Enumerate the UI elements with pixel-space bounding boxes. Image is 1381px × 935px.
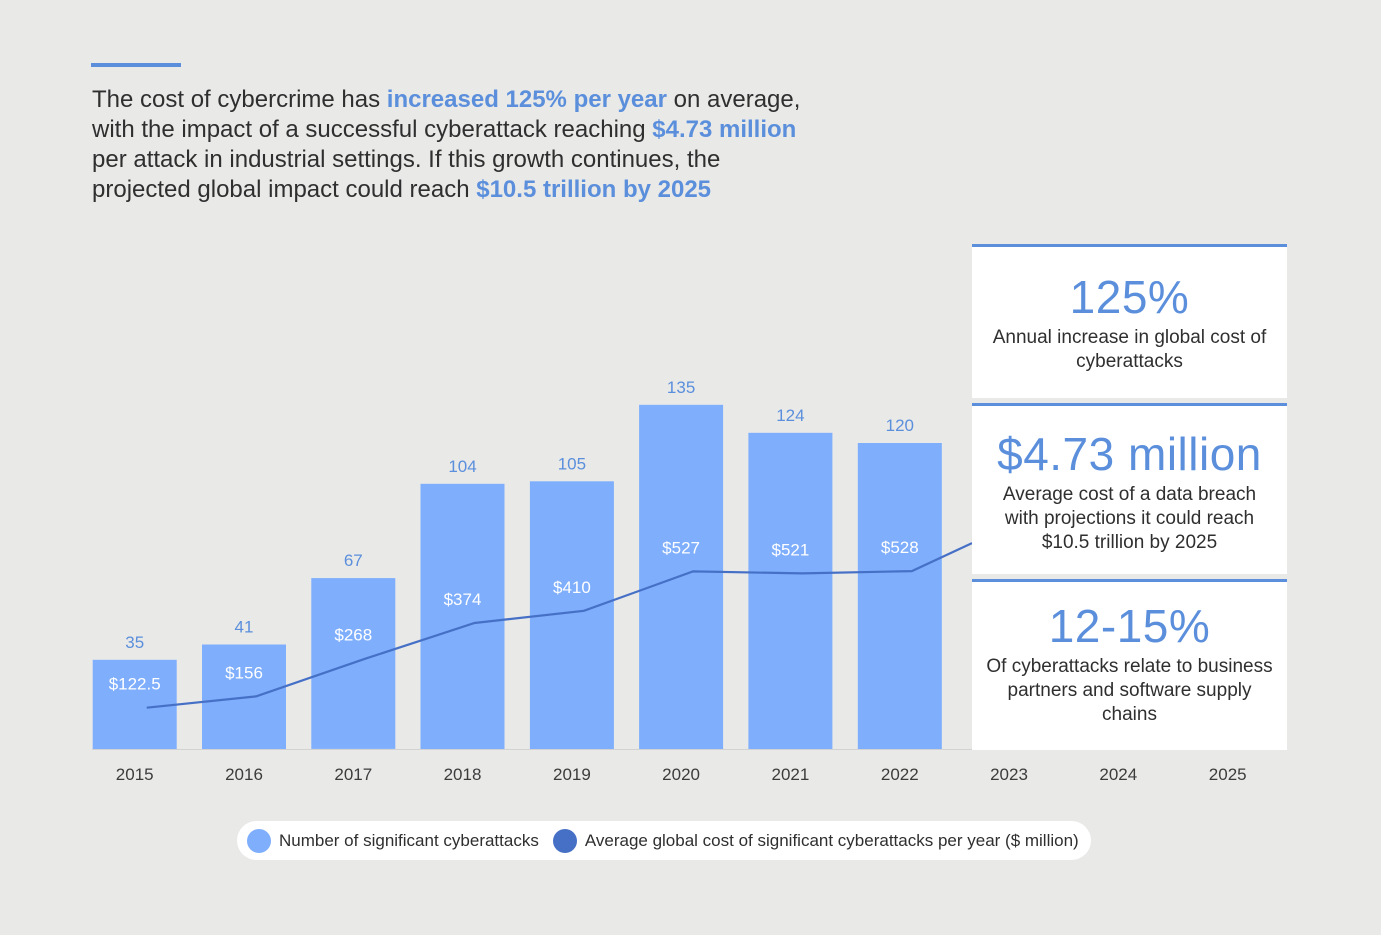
line-value-label: $527 — [662, 538, 700, 557]
stat-panel-average-cost: $4.73 million Average cost of a data bre… — [972, 403, 1287, 574]
legend-item-cost: Average global cost of significant cyber… — [552, 828, 1079, 853]
intro-paragraph: The cost of cybercrime has increased 125… — [92, 85, 812, 205]
accent-rule — [91, 63, 181, 67]
bar-2022 — [857, 443, 942, 749]
intro-highlight: $4.73 million — [652, 116, 797, 143]
bar-value-label: 35 — [125, 633, 144, 652]
bar-2015 — [92, 659, 177, 750]
cost-line — [146, 542, 973, 709]
stat-label: Of cyberattacks relate to business partn… — [986, 656, 1273, 725]
x-tick-label: 2021 — [771, 765, 809, 784]
x-tick-label: 2023 — [990, 765, 1028, 784]
legend-label: Number of significant cyberattacks — [279, 830, 539, 850]
line-value-label: $521 — [771, 540, 809, 559]
line-value-label: $374 — [444, 590, 482, 609]
x-tick-label: 2019 — [553, 765, 591, 784]
legend-label: Average global cost of significant cyber… — [584, 830, 1079, 850]
x-tick-label: 2020 — [662, 765, 700, 784]
bar-value-label: 105 — [558, 454, 586, 473]
legend-swatch-line — [552, 828, 577, 853]
line-value-label: $528 — [881, 538, 919, 557]
stat-panel-annual-increase: 125% Annual increase in global cost of c… — [972, 244, 1287, 398]
legend-swatch-bar — [247, 828, 271, 853]
line-value-label: $122.5 — [109, 675, 161, 694]
x-tick-label: 2017 — [334, 765, 372, 784]
stat-value: $4.73 million — [997, 428, 1262, 480]
intro-highlight: increased 125% per year — [386, 86, 667, 113]
bar-value-label: 135 — [667, 378, 695, 397]
stat-label: Annual increase in global cost of cybera… — [992, 327, 1267, 372]
intro-text: per attack in industrial settings. If th… — [92, 146, 721, 203]
bar-2021 — [748, 432, 833, 749]
bar-value-label: 41 — [235, 618, 254, 637]
chart-legend: Number of significant cyberattacks Avera… — [237, 821, 1091, 860]
bar-value-label: 104 — [448, 457, 476, 476]
x-tick-label: 2016 — [225, 765, 263, 784]
line-value-label: $410 — [553, 578, 591, 597]
line-value-label: $268 — [334, 626, 372, 645]
x-tick-label: 2015 — [116, 765, 154, 784]
intro-highlight: $10.5 trillion by 2025 — [476, 176, 712, 203]
bar-value-label: 67 — [344, 551, 363, 570]
line-value-label: $156 — [225, 663, 263, 682]
stat-panel-supply-chain: 12-15% Of cyberattacks relate to busines… — [972, 579, 1287, 750]
stat-value: 12-15% — [1048, 600, 1211, 652]
bar-value-label: 124 — [776, 406, 804, 425]
stat-value: 125% — [1069, 271, 1190, 323]
legend-item-attacks: Number of significant cyberattacks — [247, 828, 539, 853]
x-tick-label: 2024 — [1099, 765, 1137, 784]
stat-label: Average cost of a data breach with proje… — [1002, 484, 1257, 553]
intro-text: The cost of cybercrime has — [92, 86, 387, 113]
bar-2020 — [639, 404, 724, 750]
x-tick-label: 2022 — [881, 765, 919, 784]
x-tick-label: 2025 — [1209, 765, 1247, 784]
bar-2018 — [420, 483, 505, 749]
x-tick-label: 2018 — [444, 765, 482, 784]
intro-text: on average, with the impact of a success… — [92, 86, 801, 143]
bar-value-label: 120 — [886, 416, 914, 435]
